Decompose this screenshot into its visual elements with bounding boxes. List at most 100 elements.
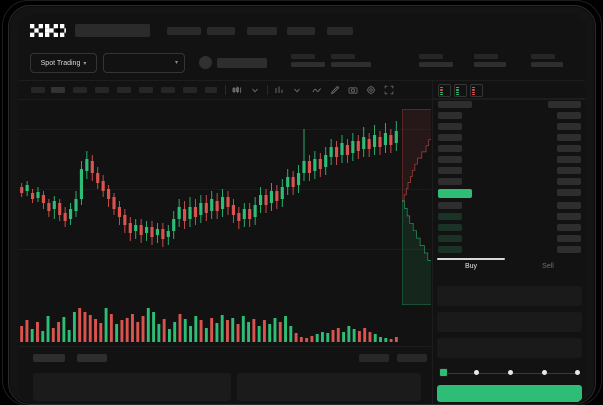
camera-icon[interactable]: [348, 85, 358, 95]
orderbook-row-right[interactable]: [557, 213, 581, 220]
orderbook-row-left[interactable]: [438, 112, 462, 119]
orderbook-row-right[interactable]: [557, 167, 581, 174]
chevron-down-icon[interactable]: [250, 85, 260, 95]
okx-logo-icon[interactable]: [30, 24, 66, 37]
orderbook-row-left[interactable]: [438, 101, 472, 108]
orderbook-row-right[interactable]: [557, 134, 581, 141]
bottom-action-1[interactable]: [359, 354, 389, 362]
orderbook-row-left[interactable]: [438, 213, 462, 220]
chart-gridline: [19, 129, 431, 130]
active-tab-underline: [437, 258, 505, 260]
orderbook-row-right[interactable]: [557, 246, 581, 253]
chevron-down-icon[interactable]: [292, 85, 302, 95]
interval-1m[interactable]: [31, 87, 45, 93]
orderbook-row-right[interactable]: [557, 112, 581, 119]
coin-avatar-icon: [199, 56, 212, 69]
orderbook-row-right[interactable]: [557, 189, 581, 196]
fullscreen-icon[interactable]: [384, 85, 394, 95]
order-total-field[interactable]: [437, 338, 582, 358]
stat-last-price: [291, 54, 325, 67]
app-header: [19, 14, 585, 46]
stat-24h-high: [419, 54, 453, 67]
order-amount-field[interactable]: [437, 312, 582, 332]
interval-more[interactable]: [205, 87, 217, 93]
stat-24h-change: [331, 54, 371, 67]
market-subheader: Spot Trading ▾ ▾: [19, 47, 585, 79]
orderbook-row-left[interactable]: [438, 134, 462, 141]
chart-gridline: [19, 189, 431, 190]
bottom-action-2[interactable]: [397, 354, 427, 362]
interval-5m[interactable]: [51, 87, 65, 93]
orderbook-row-left[interactable]: [438, 246, 462, 253]
orderbook-row-left[interactable]: [438, 123, 462, 130]
orderbook-row-left[interactable]: [438, 167, 462, 174]
nav-item-1[interactable]: [167, 27, 201, 35]
chart-gridline: [19, 249, 431, 250]
orderbook-view-bids[interactable]: [454, 84, 467, 97]
candlestick-type-icon[interactable]: [232, 85, 242, 95]
slider-stop-100[interactable]: [575, 370, 580, 375]
orderbook-row-right[interactable]: [557, 178, 581, 185]
market-type-label: Spot Trading: [40, 59, 81, 67]
tab-buy[interactable]: Buy: [464, 263, 478, 270]
bottom-tab-open-orders[interactable]: [33, 354, 65, 362]
slider-stop-75[interactable]: [542, 370, 547, 375]
interval-4h[interactable]: [117, 87, 131, 93]
orderbook-row-left[interactable]: [438, 202, 462, 209]
pair-name-label: [217, 58, 267, 68]
chevron-down-icon: ▾: [174, 60, 178, 66]
orderbook-view-both[interactable]: [438, 84, 451, 97]
settings-gear-icon[interactable]: [366, 85, 376, 95]
interval-1h[interactable]: [95, 87, 109, 93]
orderbook-row-right[interactable]: [557, 224, 581, 231]
place-buy-order-button[interactable]: [437, 385, 582, 402]
orderbook-row-left[interactable]: [438, 145, 462, 152]
orderbook-row-left[interactable]: [438, 189, 472, 198]
orderbook-row-right[interactable]: [557, 156, 581, 163]
orderbook-row-right[interactable]: [548, 101, 581, 108]
orderbook-row-left[interactable]: [438, 235, 462, 242]
drawing-pencil-icon[interactable]: [330, 85, 340, 95]
orderbook-row-right[interactable]: [557, 235, 581, 242]
slider-stop-25[interactable]: [474, 370, 479, 375]
orderbook-row-right[interactable]: [557, 123, 581, 130]
orderbook-row-right[interactable]: [557, 202, 581, 209]
depth-chart-overlay[interactable]: [402, 109, 431, 305]
nav-item-3[interactable]: [247, 27, 277, 35]
chevron-down-icon: ▾: [83, 60, 87, 67]
bottom-card-left[interactable]: [33, 373, 231, 401]
nav-item-2[interactable]: [207, 27, 235, 35]
orderbook-trade-panel: Buy Sell: [432, 80, 585, 404]
market-type-selector[interactable]: Spot Trading ▾: [30, 53, 97, 73]
global-search-input[interactable]: [75, 24, 150, 37]
orderbook-row-left[interactable]: [438, 224, 462, 231]
line-chart-icon[interactable]: [312, 85, 322, 95]
orderbook-rows[interactable]: [433, 99, 585, 255]
volume-series: [20, 308, 398, 342]
slider-stop-50[interactable]: [508, 370, 513, 375]
interval-1w[interactable]: [161, 87, 175, 93]
tab-sell[interactable]: Sell: [542, 263, 554, 270]
pair-selector[interactable]: ▾: [103, 53, 185, 73]
order-amount-slider[interactable]: [439, 368, 581, 378]
orderbook-row-left[interactable]: [438, 156, 462, 163]
order-price-field[interactable]: [437, 286, 582, 306]
device-frame: Spot Trading ▾ ▾: [8, 5, 596, 405]
orderbook-view-asks[interactable]: [470, 84, 483, 97]
nav-item-4[interactable]: [287, 27, 315, 35]
stat-24h-volume: [474, 54, 506, 67]
slider-handle[interactable]: [439, 368, 448, 377]
orderbook-row-left[interactable]: [438, 178, 462, 185]
interval-15m[interactable]: [73, 87, 87, 93]
nav-item-5[interactable]: [327, 27, 353, 35]
interval-1mo[interactable]: [183, 87, 197, 93]
orderbook-toolbar: [433, 80, 585, 99]
indicators-icon[interactable]: [274, 85, 284, 95]
toolbar-divider: [267, 85, 268, 95]
price-chart[interactable]: [19, 99, 431, 344]
interval-1d[interactable]: [139, 87, 153, 93]
bottom-card-right[interactable]: [237, 373, 421, 401]
candlestick-series: [20, 121, 398, 247]
bottom-tab-order-history[interactable]: [77, 354, 107, 362]
orderbook-row-right[interactable]: [557, 145, 581, 152]
